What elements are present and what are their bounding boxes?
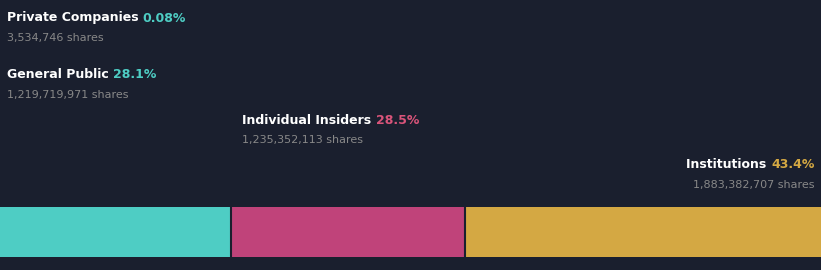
Bar — [231, 207, 465, 257]
Text: 1,235,352,113 shares: 1,235,352,113 shares — [242, 135, 363, 145]
Text: 3,534,746 shares: 3,534,746 shares — [7, 33, 103, 43]
Bar — [465, 207, 821, 257]
Text: General Public: General Public — [7, 69, 112, 82]
Text: 0.08%: 0.08% — [143, 12, 186, 25]
Text: Institutions: Institutions — [686, 158, 771, 171]
Text: 1,883,382,707 shares: 1,883,382,707 shares — [693, 180, 814, 190]
Bar — [0, 207, 231, 257]
Text: 28.5%: 28.5% — [376, 113, 419, 127]
Text: 1,219,719,971 shares: 1,219,719,971 shares — [7, 90, 128, 100]
Text: Private Companies: Private Companies — [7, 12, 143, 25]
Text: 28.1%: 28.1% — [112, 69, 156, 82]
Text: Individual Insiders: Individual Insiders — [242, 113, 376, 127]
Text: 43.4%: 43.4% — [771, 158, 814, 171]
